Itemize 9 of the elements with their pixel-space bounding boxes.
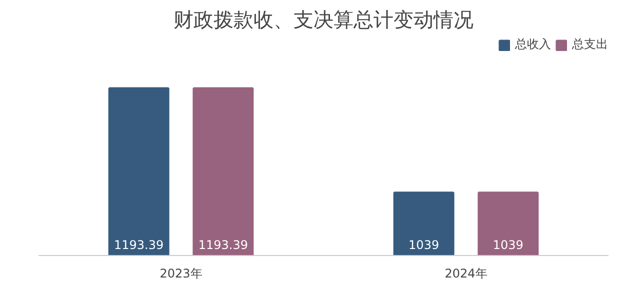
data-label: 1039	[492, 238, 524, 252]
data-label: 1039	[408, 238, 440, 252]
data-label: 1193.39	[198, 238, 248, 252]
legend-label: 总收入	[515, 36, 551, 53]
chart-title: 财政拨款收、支决算总计变动情况	[174, 8, 474, 32]
x-tick-label: 2023年	[160, 266, 202, 280]
data-label: 1193.39	[114, 238, 164, 252]
x-tick-label: 2024年	[444, 266, 488, 280]
legend-label: 总支出	[572, 36, 608, 53]
